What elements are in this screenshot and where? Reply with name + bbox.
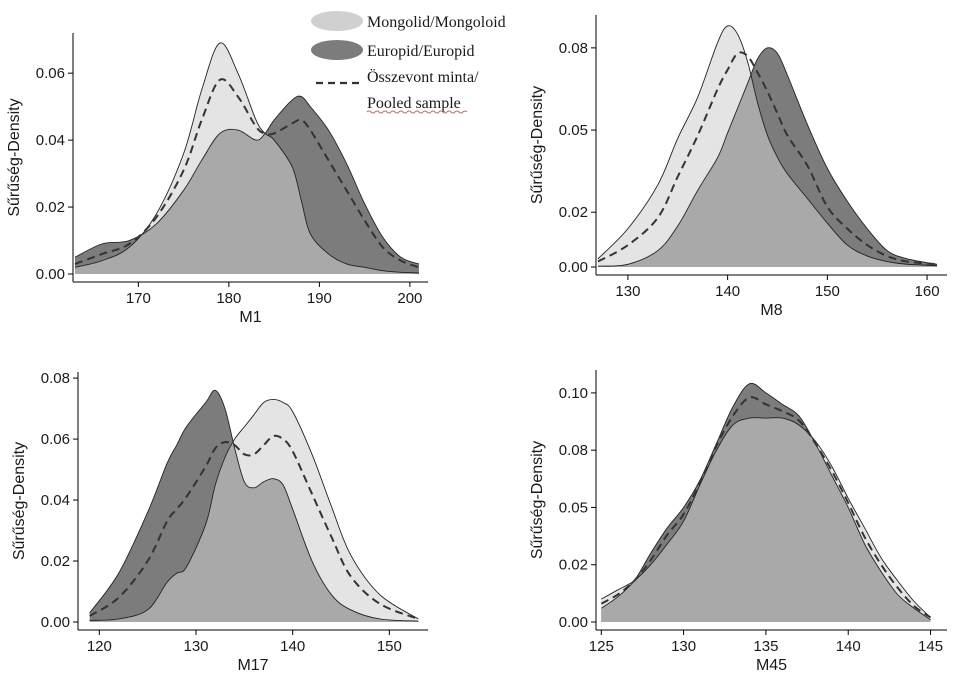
x-tick-label: 190 (307, 290, 332, 307)
x-axis-label: M1 (239, 309, 261, 326)
europid-density-curve (89, 389, 419, 622)
legend-label-pooled-line1: Összevont minta/ (367, 68, 479, 86)
x-tick-label: 130 (183, 638, 208, 655)
legend-swatch-mongolid (311, 11, 363, 31)
y-tick-label: 0.02 (41, 553, 70, 570)
mongolid-density-curve (597, 25, 938, 267)
y-tick-label: 0.02 (559, 204, 588, 221)
europid-density-curve (597, 47, 938, 267)
x-tick-label: 170 (126, 290, 151, 307)
mongolid-density-curve (89, 398, 419, 621)
legend: Mongolid/Mongoloid Europid/Europid Össze… (311, 11, 506, 114)
y-tick-label: 0.00 (559, 259, 588, 276)
x-axis-label: M8 (760, 302, 782, 319)
x-tick-label: 145 (918, 638, 943, 655)
europid-density-curve (601, 382, 931, 621)
panel-m8: 0.00 0.02 0.05 0.08 130 140 150 160 M8 Sűrűség-… (529, 15, 947, 319)
legend-label-europid: Europid/Europid (367, 43, 475, 60)
y-tick-label: 0.04 (41, 492, 70, 509)
x-tick-label: 130 (615, 283, 640, 300)
x-tick-label: 140 (280, 638, 305, 655)
x-tick-label: 130 (671, 638, 696, 655)
pooled-density-line (597, 51, 938, 266)
y-tick-label: 0.00 (41, 614, 70, 631)
y-tick-label: 0.05 (559, 499, 588, 516)
pooled-density-line (89, 434, 419, 620)
x-tick-label: 150 (377, 638, 402, 655)
x-tick-label: 120 (87, 638, 112, 655)
y-tick-label: 0.00 (36, 266, 65, 283)
x-tick-label: 140 (715, 283, 740, 300)
y-tick-label: 0.04 (36, 132, 65, 149)
x-tick-label: 140 (836, 638, 861, 655)
overlap-density-area (601, 417, 931, 622)
legend-swatch-europid (311, 40, 363, 60)
mongolid-density-curve (601, 417, 931, 618)
legend-label-pooled-line2: Pooled sample (367, 95, 461, 112)
y-axis-label: Sűrűség-Density (6, 98, 23, 216)
x-tick-label: 125 (589, 638, 614, 655)
europid-density-curve (74, 95, 420, 265)
x-tick-label: 150 (815, 283, 840, 300)
y-tick-label: 0.08 (559, 442, 588, 459)
x-tick-label: 180 (216, 290, 241, 307)
pooled-density-line (600, 396, 932, 619)
x-axis-label: M17 (237, 657, 268, 674)
x-tick-label: 200 (397, 290, 422, 307)
panel-m17: 0.00 0.02 0.04 0.06 0.08 120 130 140 150 M17 Sűr… (11, 370, 428, 674)
y-tick-label: 0.10 (559, 385, 588, 402)
legend-label-mongolid: Mongolid/Mongoloid (367, 14, 506, 31)
x-tick-label: 135 (753, 638, 778, 655)
y-tick-label: 0.06 (41, 431, 70, 448)
mongolid-density-curve (74, 42, 419, 274)
y-tick-label: 0.06 (36, 65, 65, 82)
spellcheck-underline (366, 110, 468, 114)
y-axis-label: Sűrűség-Density (11, 442, 28, 560)
y-tick-label: 0.02 (559, 557, 588, 574)
y-tick-label: 0.00 (559, 614, 588, 631)
y-tick-label: 0.05 (559, 122, 588, 139)
pooled-density-line (74, 78, 420, 269)
x-tick-label: 160 (915, 283, 940, 300)
y-tick-label: 0.08 (41, 370, 70, 387)
y-axis-label: Sűrűség-Density (529, 86, 546, 204)
x-axis-label: M45 (756, 657, 787, 674)
y-tick-label: 0.02 (36, 199, 65, 216)
panel-m1: 0.00 0.02 0.04 0.06 170 180 190 200 M1 Sűrűség-… (6, 33, 428, 326)
y-axis-label: Sűrűség-Density (529, 441, 546, 559)
y-tick-label: 0.08 (559, 40, 588, 57)
